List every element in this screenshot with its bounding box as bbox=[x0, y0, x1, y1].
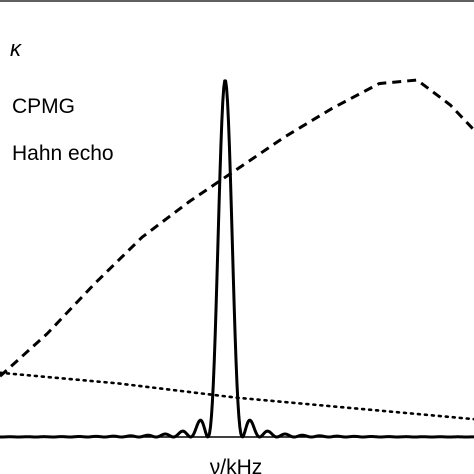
series-line-dashed bbox=[0, 78, 474, 378]
series-layer bbox=[0, 78, 474, 439]
legend-entry-hahn-echo: Hahn echo bbox=[12, 142, 114, 165]
legend-entry-cpmg: CPMG bbox=[12, 95, 75, 118]
x-axis-label: ν/kHz bbox=[210, 456, 263, 474]
y-axis-label: κ bbox=[10, 36, 22, 61]
series-line-solid bbox=[0, 79, 474, 439]
